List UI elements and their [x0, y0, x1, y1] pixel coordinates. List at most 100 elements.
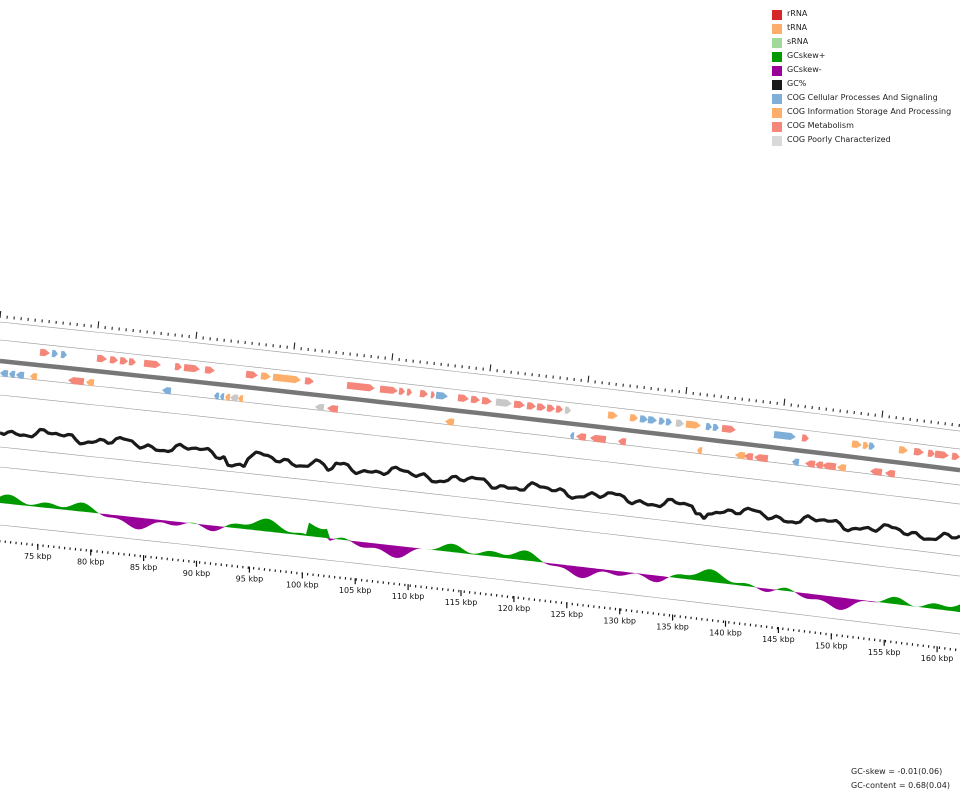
gene-arrow: [143, 359, 161, 368]
gene-feature: [9, 370, 16, 379]
gene-feature: [526, 402, 536, 410]
track-line: [0, 394, 960, 505]
axis-label: 135 kbp: [656, 623, 689, 632]
gene-arrow: [951, 452, 960, 461]
gene-arrow: [546, 404, 555, 412]
gene-feature: [346, 381, 375, 392]
gene-feature: [30, 372, 38, 381]
gene-arrow: [576, 433, 587, 441]
gene-feature: [406, 388, 412, 396]
gene-feature: [272, 373, 301, 384]
gene-arrow: [639, 415, 648, 423]
gene-feature: [885, 470, 896, 478]
legend-swatch: [772, 94, 782, 104]
gene-arrow: [0, 369, 9, 378]
gene-feature: [39, 348, 50, 357]
legend-label: COG Cellular Processes And Signaling: [787, 93, 938, 102]
gene-arrow: [430, 391, 435, 399]
gene-feature: [868, 442, 875, 450]
gene-arrow: [495, 398, 512, 407]
axis-label: 120 kbp: [498, 604, 531, 613]
gene-arrow: [862, 441, 869, 450]
gc-content-track: [0, 427, 960, 542]
legend-item: COG Metabolism: [772, 120, 960, 134]
outer-tick: [97, 321, 100, 329]
gene-arrow: [30, 372, 38, 381]
kbp-axis: 75 kbp 80 kbp 85 kbp 90 kbp 95 kbp 100 kbp 105…: [0, 540, 957, 663]
gene-arrow: [183, 364, 200, 373]
gene-arrow: [260, 372, 271, 380]
gene-feature: [481, 397, 492, 405]
gene-feature: [470, 395, 480, 404]
gene-feature: [513, 400, 525, 409]
gene-feature: [822, 462, 837, 471]
legend-item: GC%: [772, 78, 960, 92]
gene-arrow: [238, 395, 244, 403]
legend-swatch: [772, 66, 782, 76]
gene-feature: [773, 431, 796, 440]
gene-arrow: [230, 394, 239, 402]
gc-content-stat: GC-content = 0.68(0.04): [851, 781, 950, 790]
gene-feature: [435, 391, 448, 400]
gene-arrow: [398, 387, 405, 395]
gene-arrow: [304, 377, 314, 385]
axis-label: 160 kbp: [921, 654, 954, 663]
gene-feature: [805, 460, 816, 468]
gene-arrow: [927, 449, 935, 457]
gene-feature: [419, 389, 428, 398]
gene-arrow: [68, 377, 85, 386]
gene-arrow: [735, 451, 746, 460]
gene-arrow: [805, 460, 816, 468]
gene-arrow: [685, 420, 701, 429]
gene-arrow: [851, 440, 862, 448]
gene-arrow: [815, 461, 824, 469]
legend-label: GC%: [787, 79, 807, 88]
gene-feature: [183, 364, 200, 373]
axis-label: 90 kbp: [183, 569, 211, 578]
gc-skew-stat: GC-skew = -0.01(0.06): [851, 767, 943, 776]
track-line: [0, 375, 960, 486]
axis-label: 105 kbp: [339, 586, 372, 595]
gene-arrow: [822, 462, 837, 471]
gene-arrow: [913, 447, 924, 456]
axis-label: 130 kbp: [603, 616, 636, 625]
gene-feature: [304, 377, 314, 385]
gene-feature: [665, 418, 672, 426]
legend-swatch: [772, 108, 782, 118]
gene-arrow: [658, 417, 665, 425]
gene-feature: [862, 441, 869, 450]
outer-tick: [0, 310, 2, 319]
gene-feature: [495, 398, 512, 407]
gene-feature: [143, 359, 161, 368]
legend-label: COG Poorly Characterized: [787, 135, 891, 144]
gene-feature: [639, 415, 648, 423]
track-line: [0, 339, 960, 450]
outer-tick: [685, 387, 688, 395]
gene-arrow: [792, 458, 800, 466]
gene-arrow: [744, 452, 754, 461]
gene-arrow: [220, 393, 225, 401]
gene-arrow: [109, 356, 118, 364]
gene-feature: [658, 417, 665, 425]
outer-tick: [881, 410, 884, 418]
gene-arrow: [647, 416, 657, 424]
gene-feature: [379, 385, 398, 394]
gene-feature: [705, 422, 712, 431]
gene-arrow: [96, 354, 107, 363]
track-line: [0, 321, 960, 432]
gene-feature: [555, 405, 563, 413]
legend-swatch: [772, 38, 782, 48]
gene-feature: [564, 406, 571, 414]
gc-content-line: [0, 427, 960, 542]
gene-arrow: [16, 371, 25, 380]
gene-arrow: [39, 348, 50, 357]
gene-arrow: [629, 414, 638, 422]
gene-feature: [697, 447, 703, 455]
gene-feature: [815, 461, 824, 469]
gene-feature: [86, 378, 95, 387]
gene-arrow: [868, 442, 875, 450]
axis-label: 80 kbp: [77, 558, 105, 567]
legend-item: COG Information Storage And Processing: [772, 106, 960, 120]
legend-swatch: [772, 24, 782, 34]
gene-feature: [870, 468, 883, 476]
